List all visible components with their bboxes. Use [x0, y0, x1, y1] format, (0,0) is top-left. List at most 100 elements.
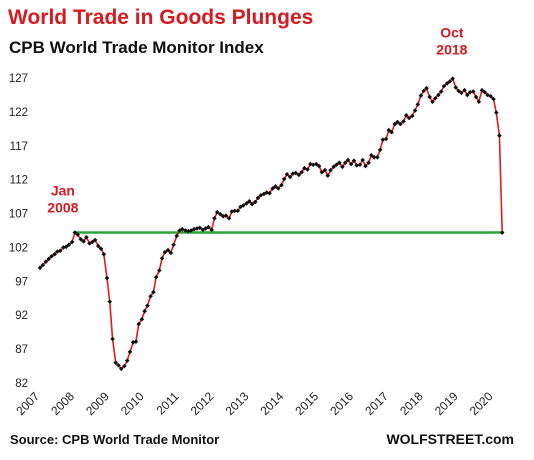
data-point — [159, 255, 165, 261]
data-point — [316, 163, 322, 169]
x-tick-label: 2016 — [327, 389, 356, 418]
chart-subtitle: CPB World Trade Monitor Index — [9, 38, 264, 57]
y-tick-label: 92 — [15, 310, 28, 322]
x-tick-label: 2007 — [13, 389, 42, 418]
data-point — [467, 89, 473, 95]
annotation-label: Jan — [51, 183, 75, 199]
data-point — [351, 158, 357, 163]
data-point — [69, 239, 75, 245]
data-point — [165, 247, 171, 253]
data-point — [226, 216, 232, 221]
data-point — [491, 96, 496, 102]
data-point — [61, 245, 66, 250]
data-point — [171, 242, 176, 248]
data-point — [153, 274, 159, 280]
data-point — [465, 92, 470, 98]
data-point — [371, 155, 377, 160]
data-point — [122, 363, 127, 369]
data-point — [214, 209, 220, 215]
data-point — [401, 119, 406, 124]
data-point — [151, 289, 156, 295]
data-point — [497, 133, 502, 138]
data-point — [476, 99, 482, 105]
y-tick-label: 82 — [15, 378, 28, 390]
data-point — [142, 308, 147, 314]
data-point — [366, 160, 371, 166]
data-point — [273, 184, 278, 189]
y-tick-label: 127 — [9, 73, 28, 85]
annotation-label: Oct — [440, 25, 464, 41]
data-point — [363, 163, 368, 169]
data-point — [37, 265, 43, 271]
data-point — [354, 163, 360, 168]
data-point — [459, 90, 464, 96]
data-point — [107, 299, 113, 304]
data-point — [375, 155, 380, 160]
data-point — [197, 225, 203, 231]
data-point — [392, 121, 398, 127]
series-line — [39, 77, 504, 370]
data-point — [145, 303, 150, 309]
data-point — [63, 244, 69, 250]
y-tick-label: 117 — [10, 141, 28, 153]
y-tick-label: 97 — [15, 276, 28, 288]
y-tick-label: 112 — [10, 175, 28, 187]
data-point — [493, 110, 499, 115]
data-point — [174, 233, 180, 239]
data-point — [168, 250, 174, 256]
y-tick-label: 122 — [9, 107, 28, 119]
data-point — [403, 112, 409, 118]
annotation-label: 2018 — [436, 42, 467, 58]
data-point — [212, 216, 217, 221]
data-point — [482, 89, 488, 95]
data-point — [377, 147, 383, 153]
data-point — [244, 201, 249, 206]
data-point — [418, 93, 424, 98]
data-point — [357, 162, 363, 168]
data-point — [162, 249, 168, 255]
data-point — [40, 262, 46, 268]
data-point — [185, 228, 191, 234]
data-point — [229, 209, 235, 214]
data-point — [281, 176, 287, 182]
y-tick-label: 87 — [15, 344, 28, 356]
data-point — [296, 172, 302, 178]
data-point — [232, 208, 237, 214]
data-point — [424, 85, 429, 91]
annotation-label: 2008 — [47, 200, 78, 216]
data-point — [46, 256, 52, 262]
data-point — [57, 248, 63, 254]
data-point — [453, 85, 459, 90]
data-point — [293, 170, 298, 176]
data-point — [136, 321, 142, 327]
data-point — [49, 253, 54, 259]
data-point — [101, 251, 107, 257]
x-tick-label: 2009 — [83, 389, 112, 418]
data-point — [319, 169, 325, 175]
x-tick-label: 2018 — [397, 389, 426, 418]
data-point — [499, 230, 505, 235]
data-point — [218, 211, 223, 217]
data-point — [438, 89, 444, 94]
data-point — [113, 360, 118, 365]
data-point — [191, 226, 197, 232]
data-point — [313, 161, 319, 167]
x-tick-label: 2020 — [467, 389, 496, 418]
data-point — [118, 366, 124, 372]
data-point — [412, 108, 418, 113]
data-point — [345, 157, 351, 163]
data-point — [389, 129, 394, 135]
data-point — [203, 226, 208, 231]
data-point — [270, 186, 275, 191]
data-point — [95, 243, 101, 249]
data-point — [279, 182, 284, 188]
x-tick-label: 2008 — [48, 389, 77, 418]
data-point — [66, 242, 72, 248]
data-point — [409, 113, 415, 119]
y-tick-label: 107 — [9, 209, 28, 221]
data-point — [479, 87, 485, 93]
data-point — [398, 121, 403, 127]
data-point — [84, 234, 89, 240]
data-point — [43, 259, 49, 264]
